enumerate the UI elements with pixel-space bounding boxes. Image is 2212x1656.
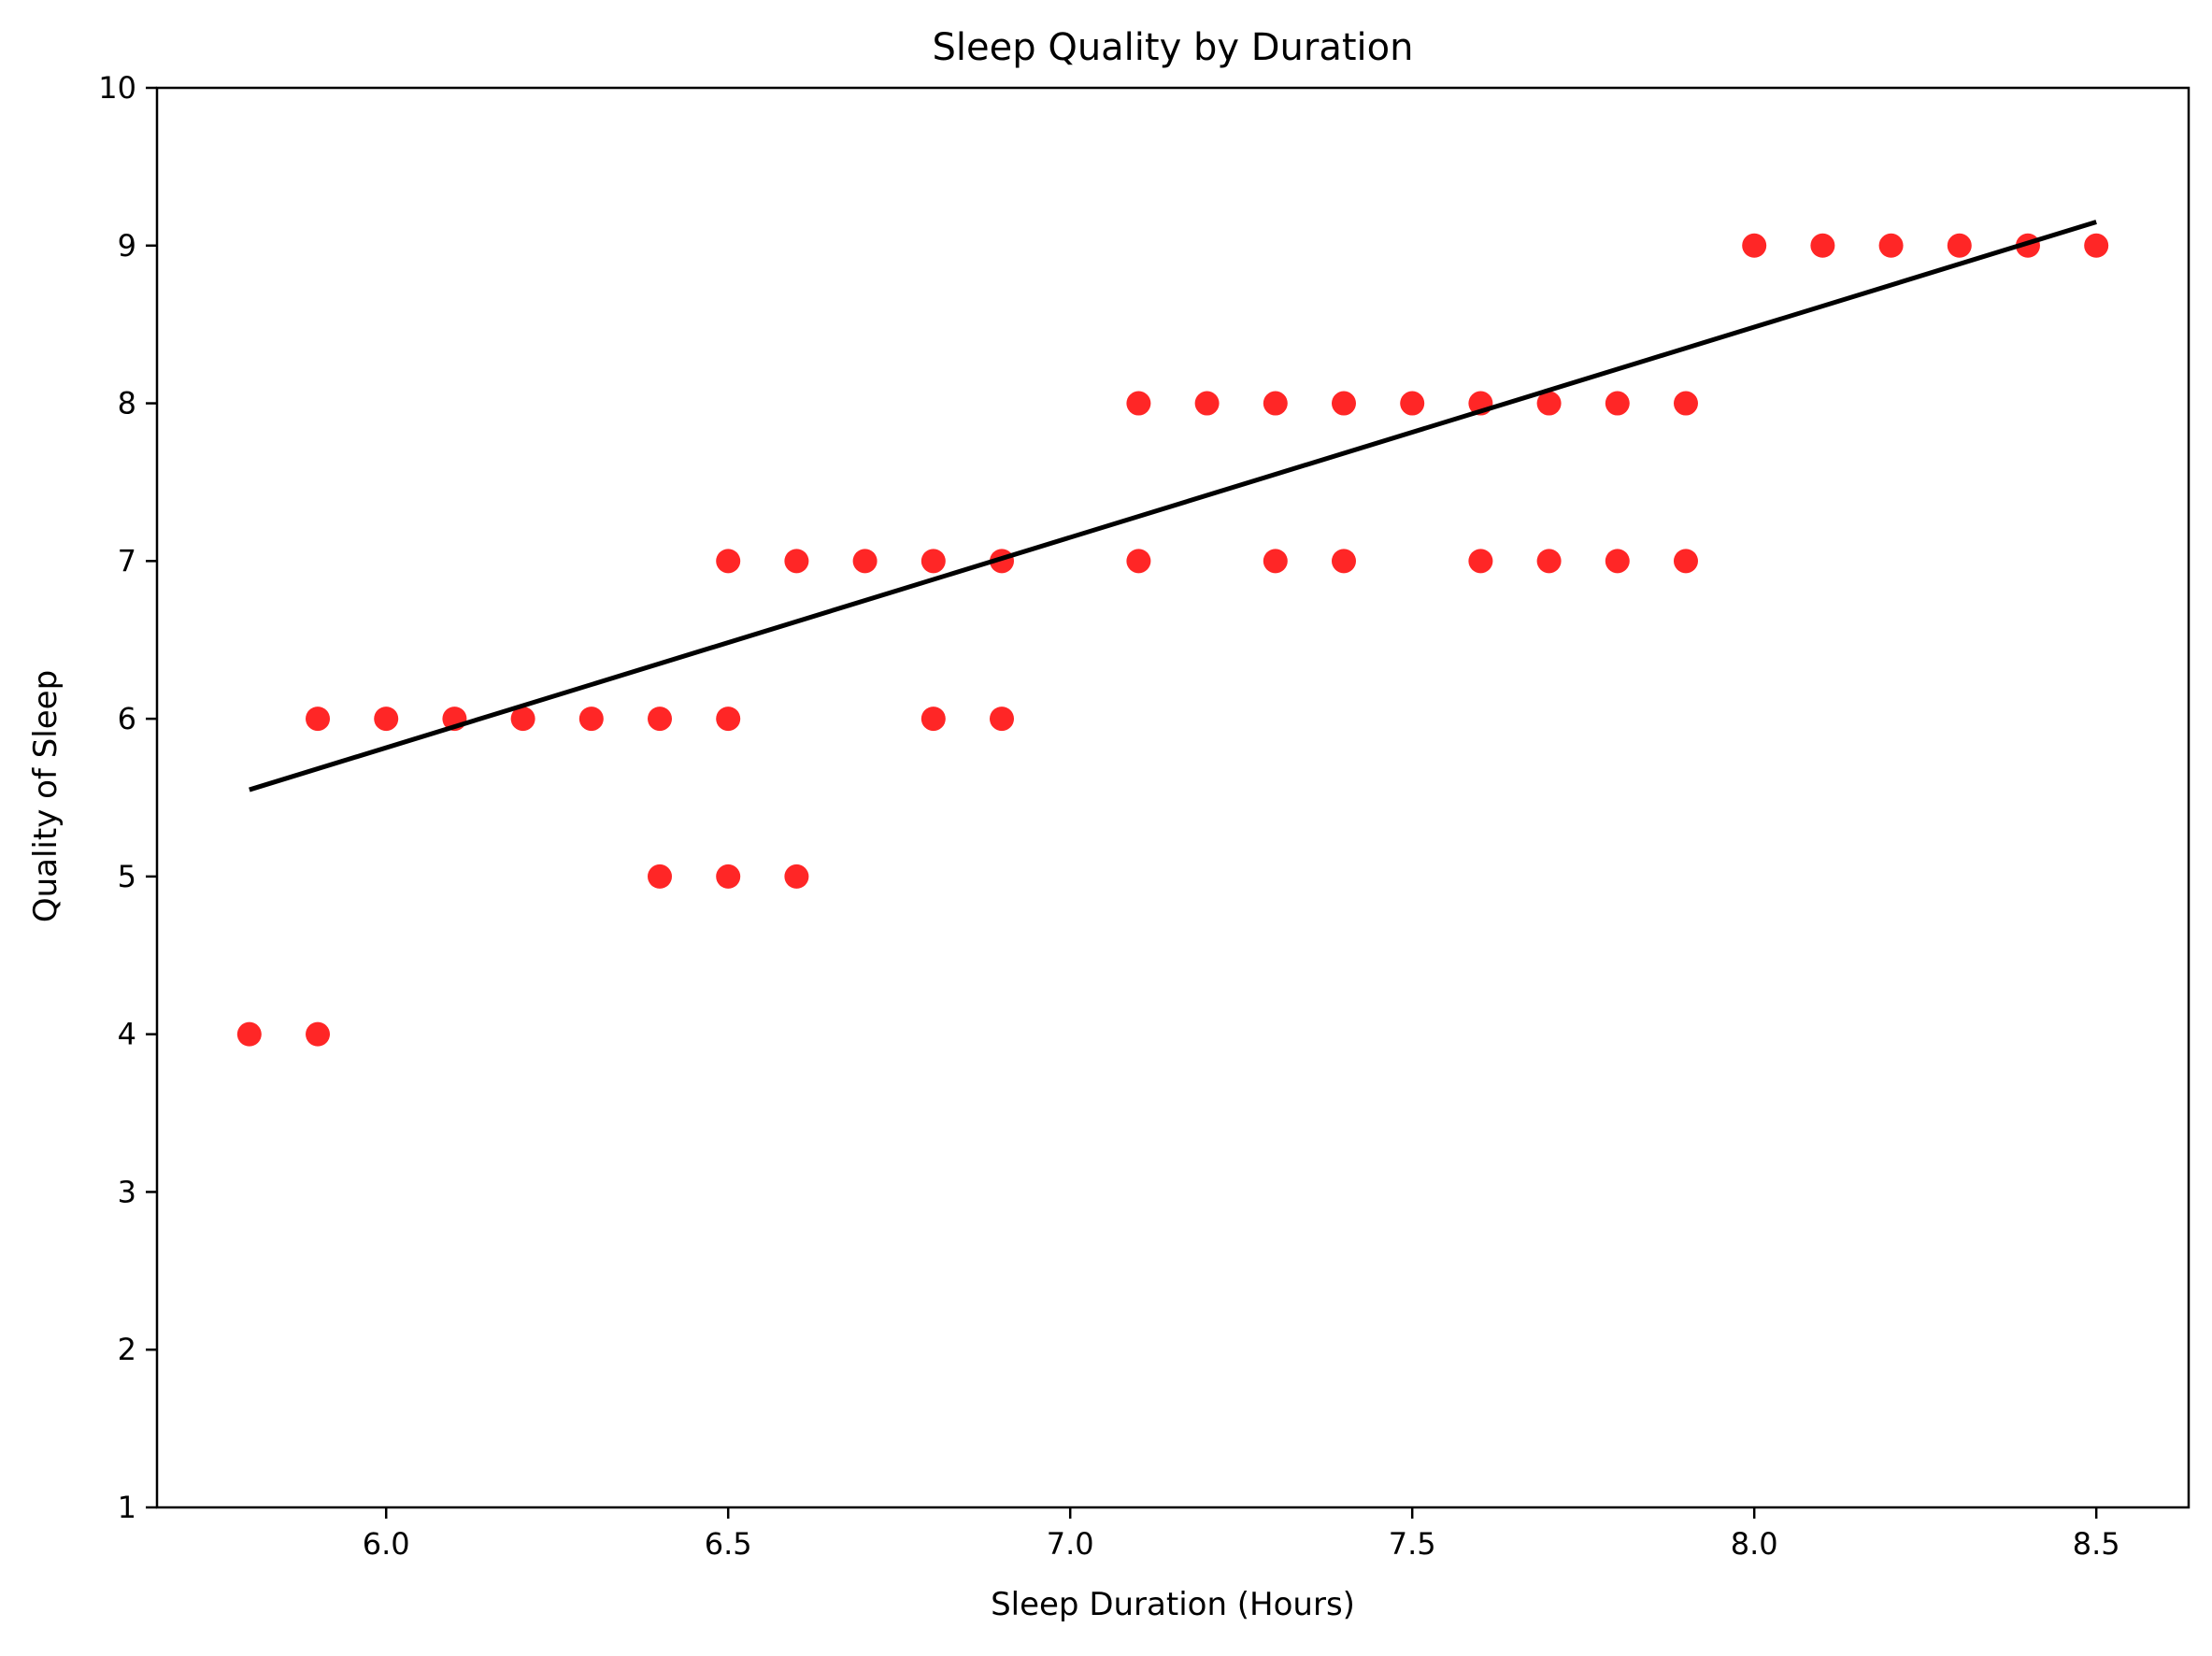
x-tick-label: 7.0: [1047, 1526, 1094, 1562]
y-tick-label: 5: [118, 859, 136, 894]
x-tick-label: 7.5: [1389, 1526, 1436, 1562]
y-tick-label: 7: [118, 543, 136, 578]
data-point: [1605, 549, 1630, 574]
data-point: [1468, 549, 1493, 574]
data-point: [716, 549, 741, 574]
trend-line: [249, 220, 2097, 792]
y-tick-label: 10: [98, 70, 136, 106]
data-point: [1400, 391, 1425, 416]
data-point: [1263, 549, 1288, 574]
data-point: [648, 707, 673, 732]
x-tick-label: 6.5: [705, 1526, 752, 1562]
y-tick-label: 4: [118, 1017, 136, 1052]
data-point: [920, 707, 946, 732]
data-point: [920, 549, 946, 574]
y-tick-label: 1: [118, 1490, 136, 1525]
y-tick-label: 3: [118, 1174, 136, 1209]
data-point: [1605, 391, 1630, 416]
data-point: [716, 707, 741, 732]
data-point: [236, 1021, 262, 1047]
x-tick-label: 8.0: [1731, 1526, 1778, 1562]
plot-marks: [236, 220, 2109, 1047]
data-point: [1810, 233, 1835, 258]
axes: 6.0 6.5 7.0 7.5 8.0 8.5 1 2 3 4 5 6 7 8 9 10: [98, 70, 2191, 1562]
data-point: [1194, 391, 1220, 416]
data-point: [1742, 233, 1767, 258]
data-point: [510, 707, 535, 732]
data-point: [1536, 549, 1562, 574]
y-tick-label: 9: [118, 228, 136, 264]
data-point: [306, 707, 331, 732]
data-point: [2084, 233, 2109, 258]
y-tick-label: 2: [118, 1332, 136, 1367]
data-point: [1331, 391, 1356, 416]
data-point: [1878, 233, 1904, 258]
data-point: [1536, 391, 1562, 416]
data-point: [578, 707, 604, 732]
x-tick-label: 8.5: [2073, 1526, 2120, 1562]
x-axis-label: Sleep Duration (Hours): [991, 1586, 1355, 1623]
data-point: [784, 864, 809, 889]
y-tick-label: 8: [118, 386, 136, 421]
plot-frame: [155, 86, 2191, 1509]
chart-title: Sleep Quality by Duration: [933, 26, 1414, 69]
data-point: [1263, 391, 1288, 416]
data-point: [374, 707, 399, 732]
data-point: [648, 864, 673, 889]
data-point: [1331, 549, 1356, 574]
data-point: [852, 549, 878, 574]
data-point: [1947, 233, 1972, 258]
data-point: [1126, 391, 1151, 416]
data-point: [1126, 549, 1151, 574]
x-tick-label: 6.0: [363, 1526, 410, 1562]
data-point: [1673, 391, 1698, 416]
data-point: [784, 549, 809, 574]
y-tick-label: 6: [118, 701, 136, 736]
data-point: [990, 707, 1015, 732]
data-point: [306, 1021, 331, 1047]
data-point: [1673, 549, 1698, 574]
data-point: [716, 864, 741, 889]
y-axis-label: Quality of Sleep: [27, 670, 64, 922]
